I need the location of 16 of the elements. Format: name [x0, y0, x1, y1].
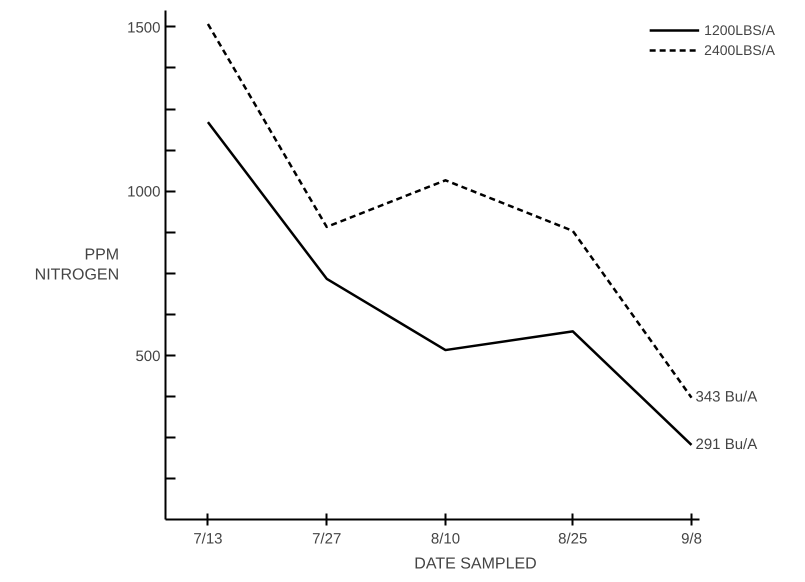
- x-axis-title: DATE SAMPLED: [414, 556, 537, 572]
- line-series: [206, 120, 693, 446]
- y-axis-title: PPM NITROGEN: [34, 246, 120, 284]
- x-tick-label: 7/27: [312, 530, 342, 548]
- legend-label: 1200LBS/A: [704, 22, 775, 38]
- legend-label: 2400LBS/A: [704, 42, 775, 58]
- y-tick-label: 1000: [127, 184, 161, 201]
- x-tick-label: 7/13: [193, 530, 223, 548]
- x-tick-label: 8/10: [430, 530, 460, 548]
- x-tick-label: 8/25: [558, 530, 588, 548]
- annotation: 291 Bu/A: [696, 436, 758, 453]
- y-tick-label: 1500: [127, 19, 161, 36]
- x-tick-label: 9/8: [681, 530, 702, 548]
- y-tick-label: 500: [135, 348, 161, 365]
- line-series: [206, 22, 693, 399]
- annotation: 343 Bu/A: [696, 388, 758, 406]
